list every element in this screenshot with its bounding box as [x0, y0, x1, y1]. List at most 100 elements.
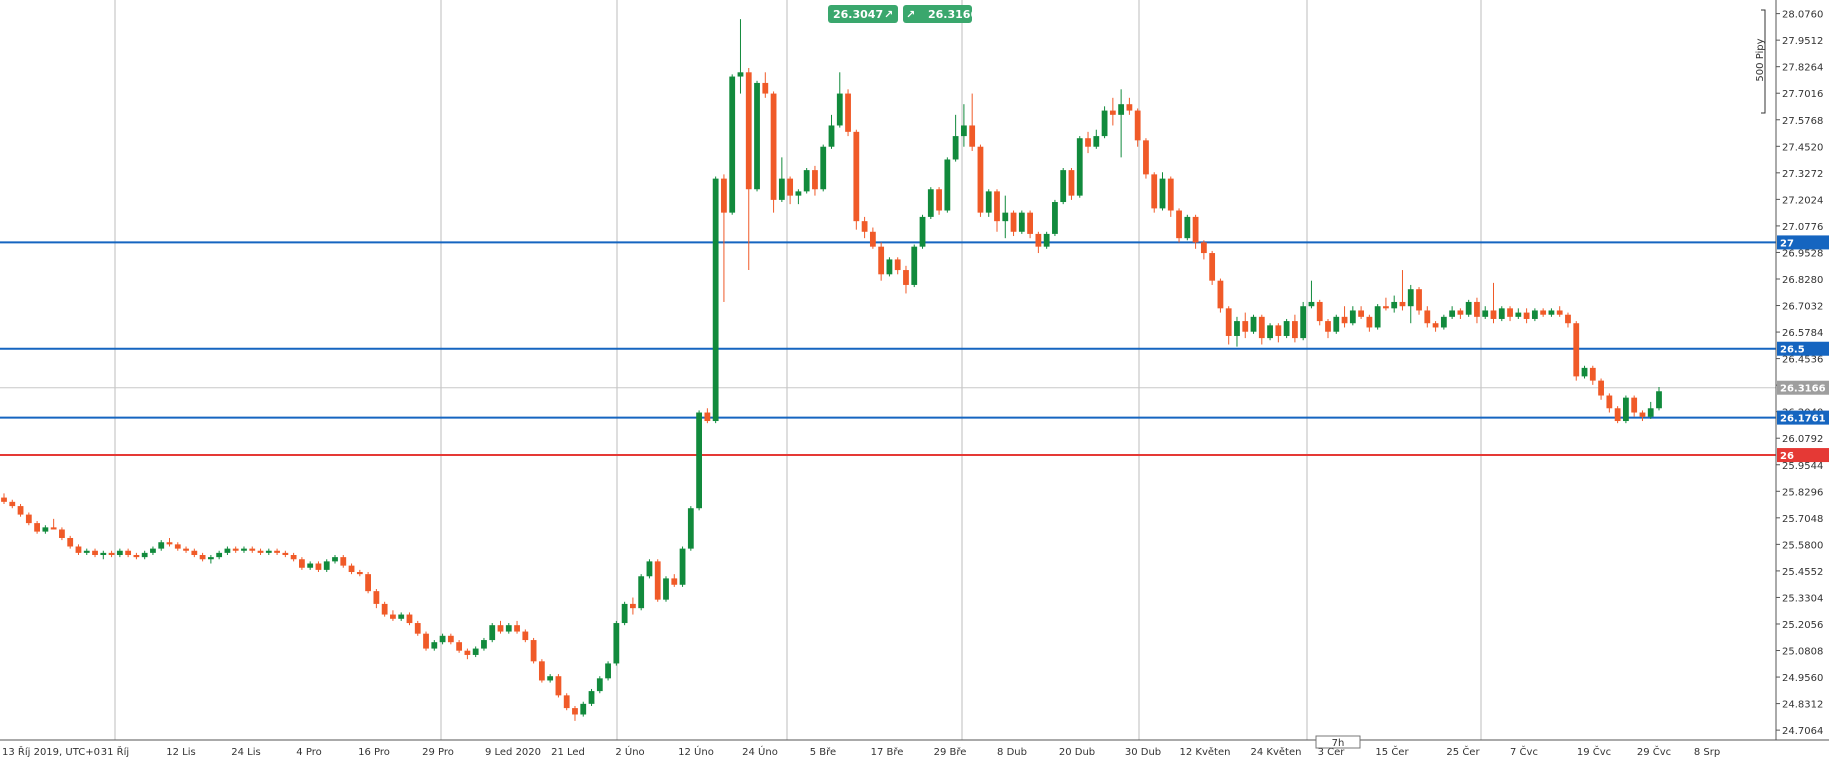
candle-up: [1482, 306, 1489, 319]
candle-body: [257, 550, 264, 553]
date-tick-label: 9 Led 2020: [485, 747, 541, 758]
candle-body: [1656, 391, 1662, 409]
candle-up: [1250, 314, 1257, 334]
candle-body: [613, 623, 620, 664]
candle-up: [803, 167, 810, 194]
date-tick-label: 12 Úno: [678, 745, 714, 758]
price-tick-label: 27.5768: [1782, 116, 1823, 127]
candle-down: [1341, 306, 1348, 328]
price-tick-label: 26.5784: [1782, 328, 1823, 339]
candle-down: [447, 633, 454, 645]
candle-body: [944, 159, 951, 211]
date-tick-label: 12 Lis: [166, 747, 195, 758]
candle-down: [936, 187, 942, 215]
candle-down: [423, 631, 429, 651]
candle-down: [1573, 321, 1580, 381]
candle-body: [1623, 397, 1629, 422]
candle-down: [1010, 210, 1017, 237]
candle-body: [1192, 216, 1199, 243]
candle-body: [1093, 136, 1100, 147]
candle-down: [1027, 210, 1033, 239]
candle-body: [563, 695, 570, 709]
candle-body: [116, 550, 123, 555]
candle-body: [348, 565, 355, 573]
candle-up: [1002, 195, 1009, 239]
candle-body: [150, 548, 156, 553]
candle-body: [1523, 312, 1530, 319]
top-badge-2-bg: [903, 5, 972, 23]
candle-body: [1267, 325, 1273, 339]
candle-body: [50, 527, 57, 530]
candle-body: [83, 550, 90, 553]
candle-body: [290, 555, 297, 560]
candle-down: [563, 693, 570, 711]
candle-down: [1192, 214, 1199, 249]
candle-down: [894, 257, 901, 275]
candle-body: [1548, 310, 1555, 315]
candle-down: [174, 542, 181, 551]
candle-body: [199, 555, 206, 560]
candle-body: [307, 563, 314, 568]
candle-body: [1184, 216, 1191, 239]
candle-body: [1167, 178, 1174, 211]
candle-body: [1101, 110, 1108, 137]
candle-down: [25, 512, 32, 526]
candle-down: [67, 535, 74, 549]
candle-body: [1316, 301, 1323, 322]
candle-down: [969, 93, 976, 151]
candle-body: [696, 412, 702, 509]
candle-down: [1383, 297, 1389, 311]
candle-up: [1267, 323, 1273, 341]
candle-body: [605, 663, 611, 679]
candle-down: [745, 68, 752, 271]
candle-up: [1515, 308, 1522, 319]
candle-body: [505, 625, 512, 632]
date-tick-label: 24 Lis: [231, 747, 260, 758]
candle-down: [406, 612, 413, 626]
candle-body: [1076, 138, 1083, 196]
candle-body: [803, 170, 810, 192]
candle-body: [1200, 242, 1207, 254]
candle-body: [1126, 104, 1133, 111]
candle-body: [174, 544, 181, 549]
candle-down: [1631, 395, 1638, 417]
candle-down: [191, 548, 198, 558]
candle-body: [737, 72, 744, 77]
candle-body: [1292, 321, 1298, 339]
candle-body: [1, 497, 7, 502]
period-marker-label: 7h: [1332, 738, 1345, 749]
candle-up: [1283, 318, 1290, 339]
candle-down: [1490, 282, 1497, 324]
candle-body: [812, 170, 818, 190]
top-badge-1[interactable]: 26.3047 ↗: [828, 5, 898, 23]
candle-up: [1300, 301, 1307, 341]
period-marker[interactable]: 7h: [1315, 735, 1361, 749]
candle-down: [1358, 306, 1364, 319]
candle-body: [969, 125, 976, 147]
candle-up: [961, 104, 967, 147]
candle-body: [1416, 289, 1422, 311]
candle-up: [481, 637, 487, 651]
candle-down: [1556, 306, 1563, 317]
candle-body: [770, 93, 777, 200]
candle-body: [1275, 325, 1282, 336]
candle-up: [1407, 284, 1414, 324]
candle-up: [1349, 306, 1356, 326]
top-badge-1-bg: [828, 5, 898, 23]
candle-up: [1018, 210, 1025, 234]
candle-up: [729, 74, 736, 215]
top-badge-2[interactable]: ↗ 26.3166: [903, 5, 978, 23]
candle-down: [787, 176, 794, 205]
candle-down: [1457, 308, 1464, 319]
candle-down: [1109, 97, 1116, 126]
candle-down: [1258, 314, 1265, 345]
price-tick-label: 27.0776: [1782, 222, 1823, 233]
candle-body: [721, 178, 727, 213]
candle-body: [489, 625, 496, 641]
candle-up: [431, 640, 438, 651]
candle-body: [687, 508, 694, 549]
date-tick-label: 25 Čer: [1446, 745, 1480, 758]
date-tick-label: 5 Bře: [810, 746, 836, 758]
